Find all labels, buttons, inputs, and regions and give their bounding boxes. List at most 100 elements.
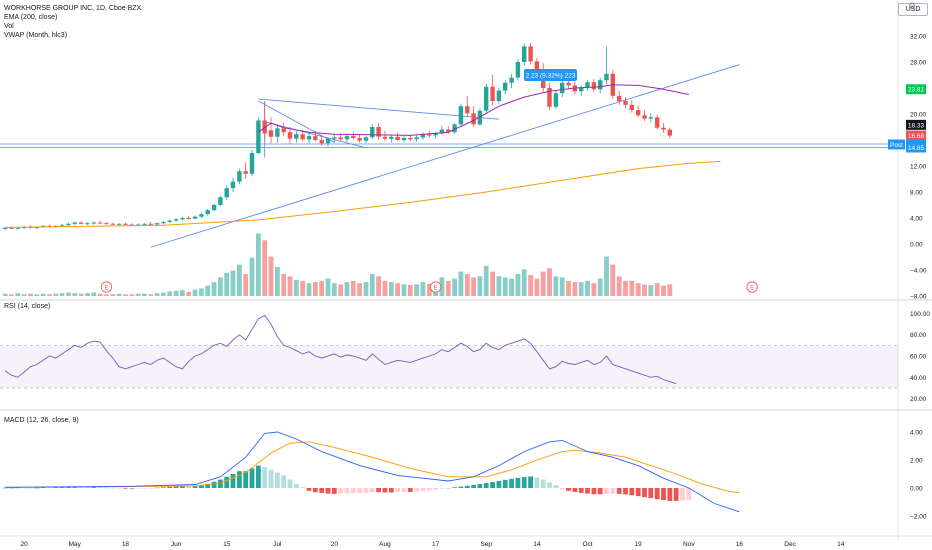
- x-tick-label: May: [69, 541, 82, 548]
- candle-body: [667, 129, 672, 136]
- trendline: [150, 64, 740, 248]
- volume-bar: [445, 280, 451, 296]
- macd-tick-label: 0.00: [910, 486, 923, 493]
- candle-body: [135, 224, 141, 226]
- macd-histogram-bar: [350, 488, 356, 493]
- vwap-legend: VWAP (Month, hlc3): [4, 32, 68, 39]
- candle: [389, 134, 394, 143]
- macd-histogram-bar: [9, 487, 14, 489]
- candle: [604, 46, 609, 85]
- volume-bar: [426, 283, 432, 296]
- macd-histogram-bar: [376, 488, 381, 493]
- gear-icon[interactable]: ⚙: [908, 1, 917, 11]
- volume-bar: [648, 285, 654, 296]
- macd-tick-label: 2.00: [910, 458, 923, 465]
- volume-bar: [661, 285, 666, 296]
- macd-histogram-bar: [142, 488, 147, 489]
- candle: [351, 132, 356, 140]
- candle: [522, 43, 527, 66]
- candle-body: [325, 138, 331, 144]
- candle: [180, 216, 185, 221]
- price-tick-label: 0.00: [910, 242, 923, 249]
- price-legend: WORKHORSE GROUP INC, 1D, Cboe BZX EMA (2…: [4, 4, 141, 40]
- candle-body: [300, 134, 305, 140]
- volume-bar: [218, 277, 223, 296]
- candle-body: [534, 61, 540, 72]
- volume-bar: [325, 278, 331, 296]
- candle-body: [243, 171, 248, 174]
- candle-body: [579, 87, 584, 92]
- volume-bar: [306, 283, 312, 296]
- volume-bar: [91, 292, 97, 296]
- x-tick-label: 14: [837, 541, 845, 548]
- macd-histogram-bar: [129, 488, 135, 489]
- candle-body: [154, 223, 160, 225]
- volume-bar: [256, 233, 261, 296]
- volume-bar: [604, 256, 609, 296]
- candle-body: [319, 140, 324, 144]
- macd-histogram-bar: [53, 487, 59, 488]
- macd-histogram-bar: [382, 488, 388, 493]
- volume-bar: [471, 277, 476, 296]
- volume-bar: [591, 283, 597, 296]
- candle-body: [623, 101, 628, 105]
- macd-histogram-bar: [528, 476, 533, 488]
- volume-bar: [610, 264, 616, 296]
- candle: [97, 220, 103, 224]
- volume-bar: [559, 277, 565, 296]
- volume-bar: [275, 267, 280, 296]
- candle: [123, 222, 128, 226]
- candle: [579, 85, 584, 96]
- candle: [344, 134, 350, 142]
- volume-bar: [123, 294, 128, 296]
- macd-histogram-bar: [47, 487, 52, 489]
- volume-bar: [534, 278, 540, 296]
- volume-bar: [21, 294, 27, 296]
- candle-body: [294, 134, 299, 139]
- candle: [655, 114, 660, 130]
- candle: [148, 221, 153, 226]
- volume-bar: [344, 282, 350, 296]
- volume-bar: [319, 280, 325, 296]
- macd-histogram-bar: [28, 487, 33, 489]
- macd-histogram-bar: [135, 488, 141, 489]
- x-tick-label: Oct: [582, 541, 592, 548]
- ema-legend: EMA (200, close): [4, 14, 58, 21]
- candle-body: [116, 223, 122, 225]
- candle-body: [237, 171, 242, 182]
- macd-histogram-bar: [686, 488, 692, 500]
- earnings-marker-circle: [100, 281, 113, 293]
- candle-body: [180, 218, 185, 220]
- macd-histogram-bar: [306, 488, 312, 491]
- volume-bar: [186, 291, 192, 296]
- macd-histogram-bar: [597, 488, 603, 495]
- candle-body: [275, 128, 280, 137]
- volume-bar: [9, 294, 14, 296]
- candle-body: [59, 225, 65, 227]
- price-tick-label: 8.00: [910, 190, 923, 197]
- candle-body: [363, 137, 369, 141]
- x-tick-label: Dec: [784, 541, 796, 548]
- volume-bar: [34, 294, 40, 296]
- macd-legend: MACD (12, 26, close, 9): [4, 417, 79, 424]
- volume-bar: [249, 257, 255, 296]
- candle-body: [376, 127, 381, 137]
- macd-histogram-bar: [452, 487, 457, 488]
- volume-bar: [414, 284, 419, 296]
- volume-bar: [407, 285, 413, 296]
- currency-button[interactable]: USD: [898, 3, 928, 16]
- volume-bar: [401, 284, 407, 296]
- volume-bar: [350, 280, 356, 296]
- volume-bar: [300, 280, 306, 296]
- candle-body: [382, 136, 388, 139]
- x-tick-label: Sep: [480, 541, 492, 548]
- candle-body: [560, 82, 565, 94]
- volume-bar: [293, 279, 299, 296]
- volume-bar: [452, 278, 457, 296]
- symbol-title: WORKHORSE GROUP INC, 1D, Cboe BZX: [4, 5, 142, 12]
- candle-body: [9, 227, 14, 229]
- candle-body: [224, 188, 229, 198]
- candle: [104, 221, 109, 225]
